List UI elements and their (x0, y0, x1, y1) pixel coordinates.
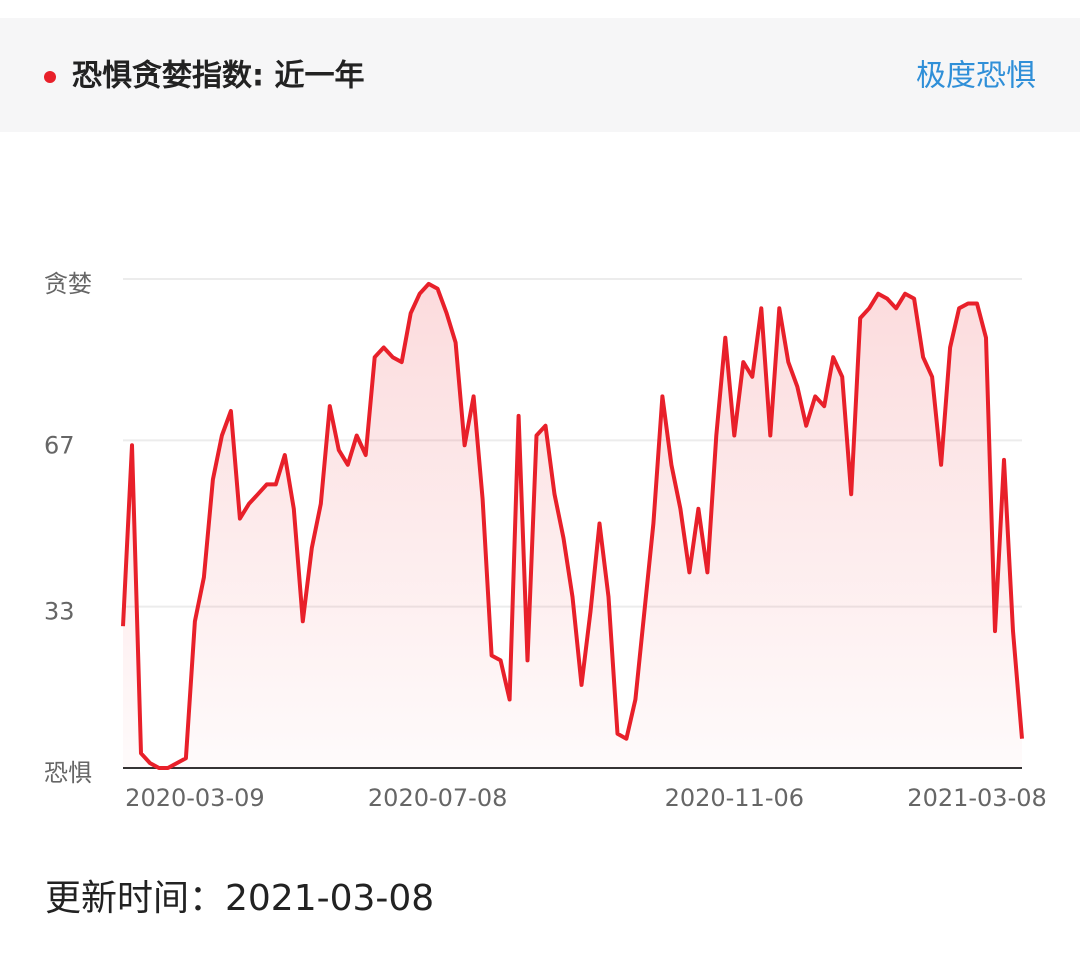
y-tick-label: 33 (44, 598, 75, 626)
x-tick-label: 2021-03-08 (907, 784, 1046, 812)
header-dot (44, 71, 56, 83)
x-tick-label: 2020-03-09 (125, 784, 264, 812)
area (123, 283, 1022, 768)
y-tick-label: 67 (44, 431, 75, 459)
update-time: 更新时间：2021-03-08 (45, 878, 434, 919)
x-tick-label: 2020-11-06 (665, 784, 804, 812)
line (121, 281, 1024, 770)
header-title: 恐惧贪婪指数: 近一年 (72, 59, 364, 94)
header-band (0, 18, 1080, 132)
y-tick-label: 恐惧 (44, 759, 92, 787)
x-tick-label: 2020-07-08 (368, 784, 507, 812)
header-status[interactable]: 极度恐惧 (916, 59, 1036, 94)
y-tick-label: 贪婪 (44, 270, 92, 298)
